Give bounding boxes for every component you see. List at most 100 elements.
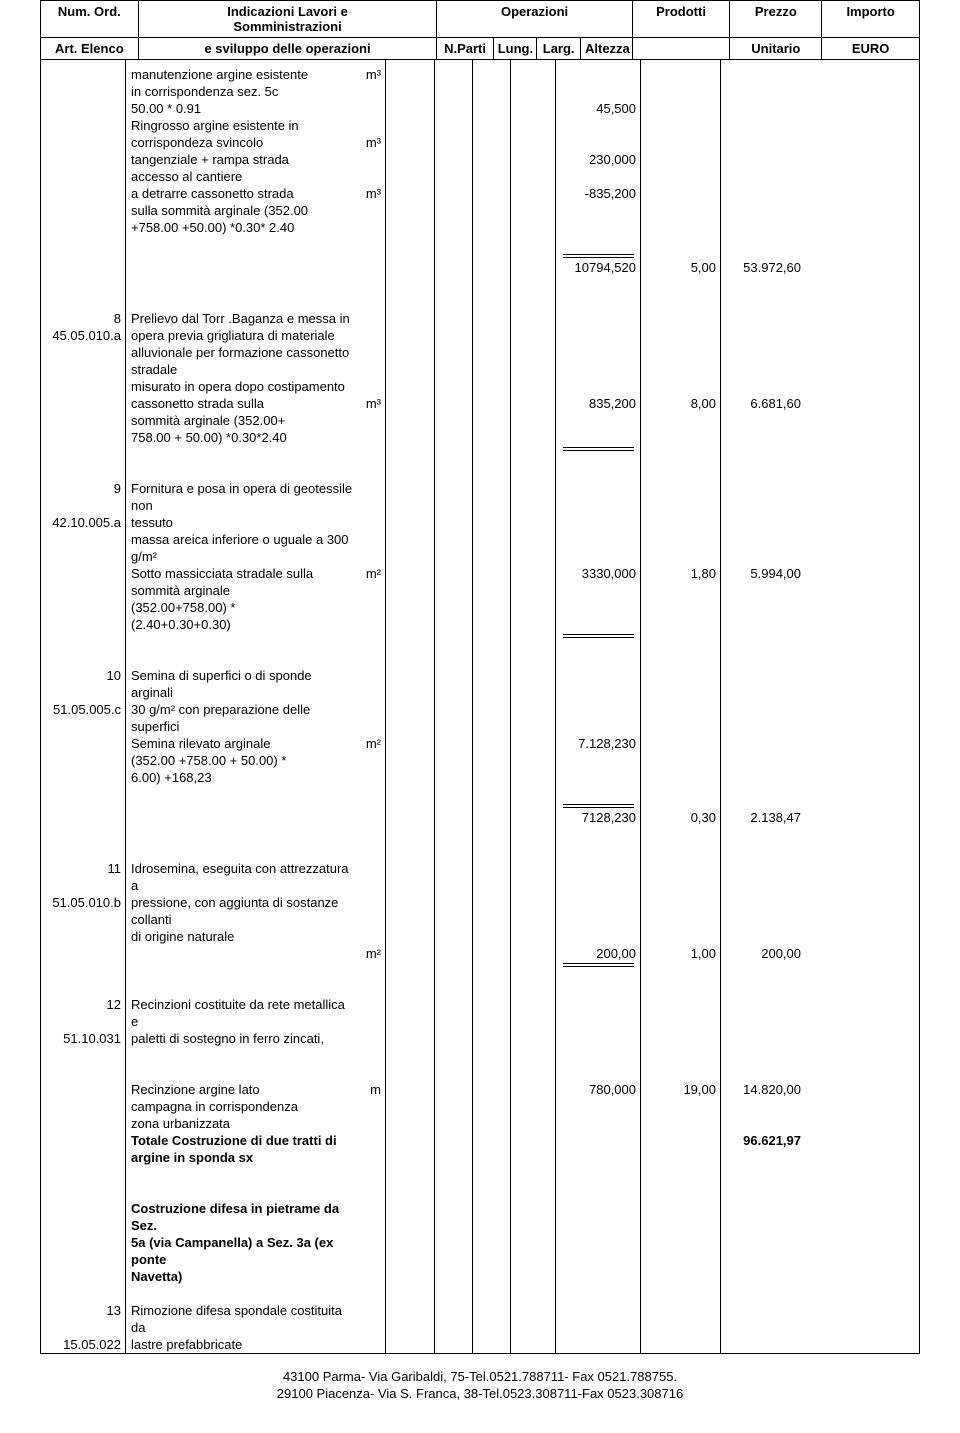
cell-prodotti	[556, 514, 641, 531]
cell-importo	[721, 1098, 806, 1115]
cell-prodotti	[556, 996, 641, 1030]
cell-description: tessuto	[126, 514, 386, 531]
cell-prezzo: 19,00	[641, 1081, 721, 1098]
cell-num	[41, 1098, 126, 1115]
cell-prezzo	[641, 185, 721, 202]
cell-importo	[721, 168, 806, 185]
cell-prodotti: 3330,000	[556, 565, 641, 582]
cell-importo	[721, 701, 806, 735]
cell-prezzo	[641, 1132, 721, 1149]
cell-prezzo	[641, 378, 721, 395]
cell-num	[41, 599, 126, 616]
cell-description: Recinzione argine latom	[126, 1081, 386, 1098]
table-row: Semina rilevato arginalem²7.128,230	[41, 735, 919, 752]
hdr-lung: Lung.	[493, 38, 537, 60]
cell-prodotti: 230,000	[556, 151, 641, 168]
cell-prodotti	[556, 219, 641, 236]
cell-num	[41, 616, 126, 633]
cell-importo	[721, 480, 806, 514]
table-row: alluvionale per formazione cassonetto	[41, 344, 919, 361]
cell-prezzo	[641, 599, 721, 616]
cell-importo	[721, 66, 806, 83]
cell-prodotti	[556, 1200, 641, 1234]
cell-prodotti	[556, 202, 641, 219]
cell-num	[41, 582, 126, 599]
cell-importo	[721, 1030, 806, 1047]
spacer-row	[41, 463, 919, 480]
cell-num: 15.05.022	[41, 1336, 126, 1353]
table-row: 9Fornitura e posa in opera di geotessile…	[41, 480, 919, 514]
cell-description: opera previa grigliatura di materiale	[126, 327, 386, 344]
table-row: 5a (via Campanella) a Sez. 3a (ex ponte	[41, 1234, 919, 1268]
cell-prodotti	[556, 769, 641, 786]
table-row: 8Prelievo dal Torr .Baganza e messa in	[41, 310, 919, 327]
table-row: 758.00 + 50.00) *0.30*2.40	[41, 429, 919, 446]
cell-prodotti	[556, 361, 641, 378]
cell-description: accesso al cantiere	[126, 168, 386, 185]
cell-prezzo	[641, 117, 721, 134]
cell-prezzo	[641, 996, 721, 1030]
table-row: 10794,5205,0053.972,60	[41, 259, 919, 276]
cell-importo	[721, 134, 806, 151]
cell-num	[41, 928, 126, 945]
cell-prezzo	[641, 667, 721, 701]
cell-num	[41, 185, 126, 202]
table-row: a detrarre cassonetto stradam³ -835,200	[41, 185, 919, 202]
cell-prezzo	[641, 219, 721, 236]
cell-description: Semina rilevato arginalem²	[126, 735, 386, 752]
divider-row	[41, 962, 919, 979]
cell-prodotti: 7128,230	[556, 809, 641, 826]
cell-description: Costruzione difesa in pietrame da Sez.	[126, 1200, 386, 1234]
cell-description: corrispondeza svincolom³	[126, 134, 386, 151]
table-row: accesso al cantiere	[41, 168, 919, 185]
spacer-row	[41, 826, 919, 843]
cell-prodotti	[556, 667, 641, 701]
footer-line-2: 29100 Piacenza- Via S. Franca, 38-Tel.05…	[40, 1386, 920, 1403]
table-row: Navetta)	[41, 1268, 919, 1285]
cell-description: pressione, con aggiunta di sostanze coll…	[126, 894, 386, 928]
cell-description: argine in sponda sx	[126, 1149, 386, 1166]
cell-prodotti	[556, 752, 641, 769]
spacer-row	[41, 979, 919, 996]
table-row: zona urbanizzata	[41, 1115, 919, 1132]
cell-prezzo	[641, 928, 721, 945]
table-row: Totale Costruzione di due tratti di96.62…	[41, 1132, 919, 1149]
hdr-indicazioni: Indicazioni Lavori e Somministrazioni	[138, 1, 437, 38]
cell-prodotti	[556, 531, 641, 565]
cell-prezzo	[641, 412, 721, 429]
cell-description: m²	[126, 945, 386, 962]
table-row: tangenziale + rampa strada230,000	[41, 151, 919, 168]
footer-line-1: 43100 Parma- Via Garibaldi, 75-Tel.0521.…	[40, 1369, 920, 1386]
cell-description: a detrarre cassonetto stradam³	[126, 185, 386, 202]
cell-prezzo	[641, 1030, 721, 1047]
table-row: massa areica inferiore o uguale a 300 g/…	[41, 531, 919, 565]
hdr-unitario: Unitario	[730, 38, 822, 60]
spacer-row	[41, 236, 919, 253]
cell-prezzo	[641, 1098, 721, 1115]
cell-description: 6.00) +168,23	[126, 769, 386, 786]
table-row: Sotto massicciata stradale sullam²3330,0…	[41, 565, 919, 582]
cell-prodotti: -835,200	[556, 185, 641, 202]
cell-importo	[721, 735, 806, 752]
table-row: Ringrosso argine esistente in	[41, 117, 919, 134]
cell-prodotti	[556, 1132, 641, 1149]
cell-num: 12	[41, 996, 126, 1030]
table-row: 15.05.022lastre prefabbricate	[41, 1336, 919, 1353]
cell-prodotti	[556, 1302, 641, 1336]
cell-prezzo	[641, 83, 721, 100]
cell-num	[41, 361, 126, 378]
cell-prezzo	[641, 1268, 721, 1285]
hdr-art-elenco: Art. Elenco	[41, 38, 139, 60]
table-row: (2.40+0.30+0.30)	[41, 616, 919, 633]
hdr-prezzo: Prezzo	[730, 1, 822, 38]
table-row: 51.05.005.c30 g/m² con preparazione dell…	[41, 701, 919, 735]
cell-importo	[721, 429, 806, 446]
cell-prodotti: 10794,520	[556, 259, 641, 276]
cell-importo	[721, 219, 806, 236]
cell-prezzo	[641, 310, 721, 327]
table-row: 51.10.031paletti di sostegno in ferro zi…	[41, 1030, 919, 1047]
table-row: +758.00 +50.00) *0.30* 2.40	[41, 219, 919, 236]
cell-importo	[721, 769, 806, 786]
cell-prodotti	[556, 1030, 641, 1047]
cell-prodotti	[556, 701, 641, 735]
